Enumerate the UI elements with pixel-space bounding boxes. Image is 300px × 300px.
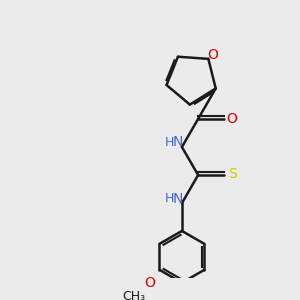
Text: S: S xyxy=(228,167,237,181)
Text: O: O xyxy=(226,112,237,126)
Text: H: H xyxy=(165,136,175,149)
Text: N: N xyxy=(173,135,183,149)
Text: CH₃: CH₃ xyxy=(122,290,145,300)
Text: O: O xyxy=(144,276,155,290)
Text: H: H xyxy=(165,192,175,205)
Text: O: O xyxy=(208,48,218,62)
Text: N: N xyxy=(173,191,183,206)
